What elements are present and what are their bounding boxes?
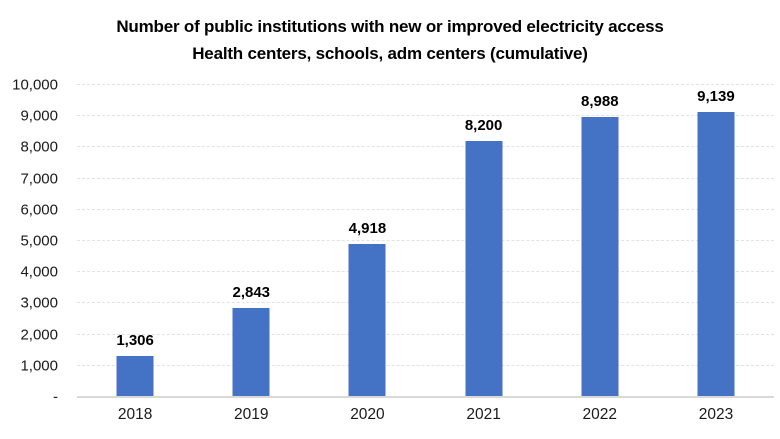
bar-value-label: 1,306 [116, 332, 154, 350]
y-axis: 10,000 9,000 8,000 7,000 6,000 5,000 4,000 3,00… [0, 78, 58, 405]
gridline [77, 333, 774, 335]
chart-title-block: Number of public institutions with new o… [0, 13, 780, 67]
x-axis-tick-label: 2020 [350, 406, 385, 423]
gridline [77, 302, 774, 304]
bar-value-label: 8,988 [581, 92, 619, 110]
bar [232, 308, 270, 397]
bar-slot: 9,139 [658, 85, 774, 397]
bar [116, 356, 154, 397]
bar [581, 116, 619, 397]
y-axis-tick-label: 9,000 [20, 107, 58, 125]
x-axis-tick-label: 2018 [117, 406, 153, 423]
bar-value-label: 9,139 [697, 87, 735, 105]
gridline [77, 177, 774, 179]
y-axis-tick-label: 5,000 [20, 232, 58, 250]
gridline [77, 364, 774, 366]
x-axis-line [77, 396, 774, 398]
x-axis-tick-label: 2019 [234, 406, 269, 423]
y-axis-tick-label: 3,000 [20, 294, 58, 312]
y-axis-tick-label: 7,000 [20, 170, 58, 188]
y-axis-tick-label: 10,000 [12, 76, 58, 94]
bar-value-label: 8,200 [464, 117, 503, 135]
bar-slot: 4,918 [309, 85, 425, 397]
bar-slot: 2,843 [193, 85, 309, 397]
bar [465, 141, 503, 397]
gridline [77, 208, 774, 210]
bar-slot: 8,200 [426, 85, 542, 397]
y-axis-tick-label: 6,000 [20, 201, 58, 219]
bar-slot: 1,306 [77, 85, 193, 397]
x-axis-tick-label: 2022 [582, 406, 618, 423]
y-axis-tick-label: 1,000 [20, 357, 58, 375]
y-axis-tick-label: 8,000 [20, 138, 58, 156]
gridline [77, 271, 774, 273]
gridline [77, 115, 774, 117]
chart-title: Number of public institutions with new o… [116, 17, 664, 36]
gridline [77, 240, 774, 241]
x-axis-tick-label: 2023 [698, 406, 734, 423]
plot-area: 1,306 2,843 4,918 8,200 8,988 9,139 [77, 84, 774, 397]
y-axis-tick-label: 2,000 [20, 326, 58, 344]
gridline [77, 146, 774, 148]
bar-slot: 8,988 [542, 85, 658, 397]
bar-value-label: 2,843 [232, 284, 271, 302]
gridline [77, 84, 774, 85]
bar-value-label: 4,918 [348, 219, 387, 237]
y-axis-tick-label: 4,000 [20, 263, 58, 281]
bar [348, 243, 386, 397]
bar-series: 1,306 2,843 4,918 8,200 8,988 9,139 [77, 85, 774, 397]
x-axis: 2018 2019 2020 2021 2022 2023 [77, 406, 774, 424]
x-axis-tick-label: 2021 [466, 406, 501, 423]
chart-subtitle: Health centers, schools, adm centers (cu… [192, 44, 588, 63]
bar [697, 111, 735, 397]
y-axis-tick-label: - [53, 388, 58, 406]
